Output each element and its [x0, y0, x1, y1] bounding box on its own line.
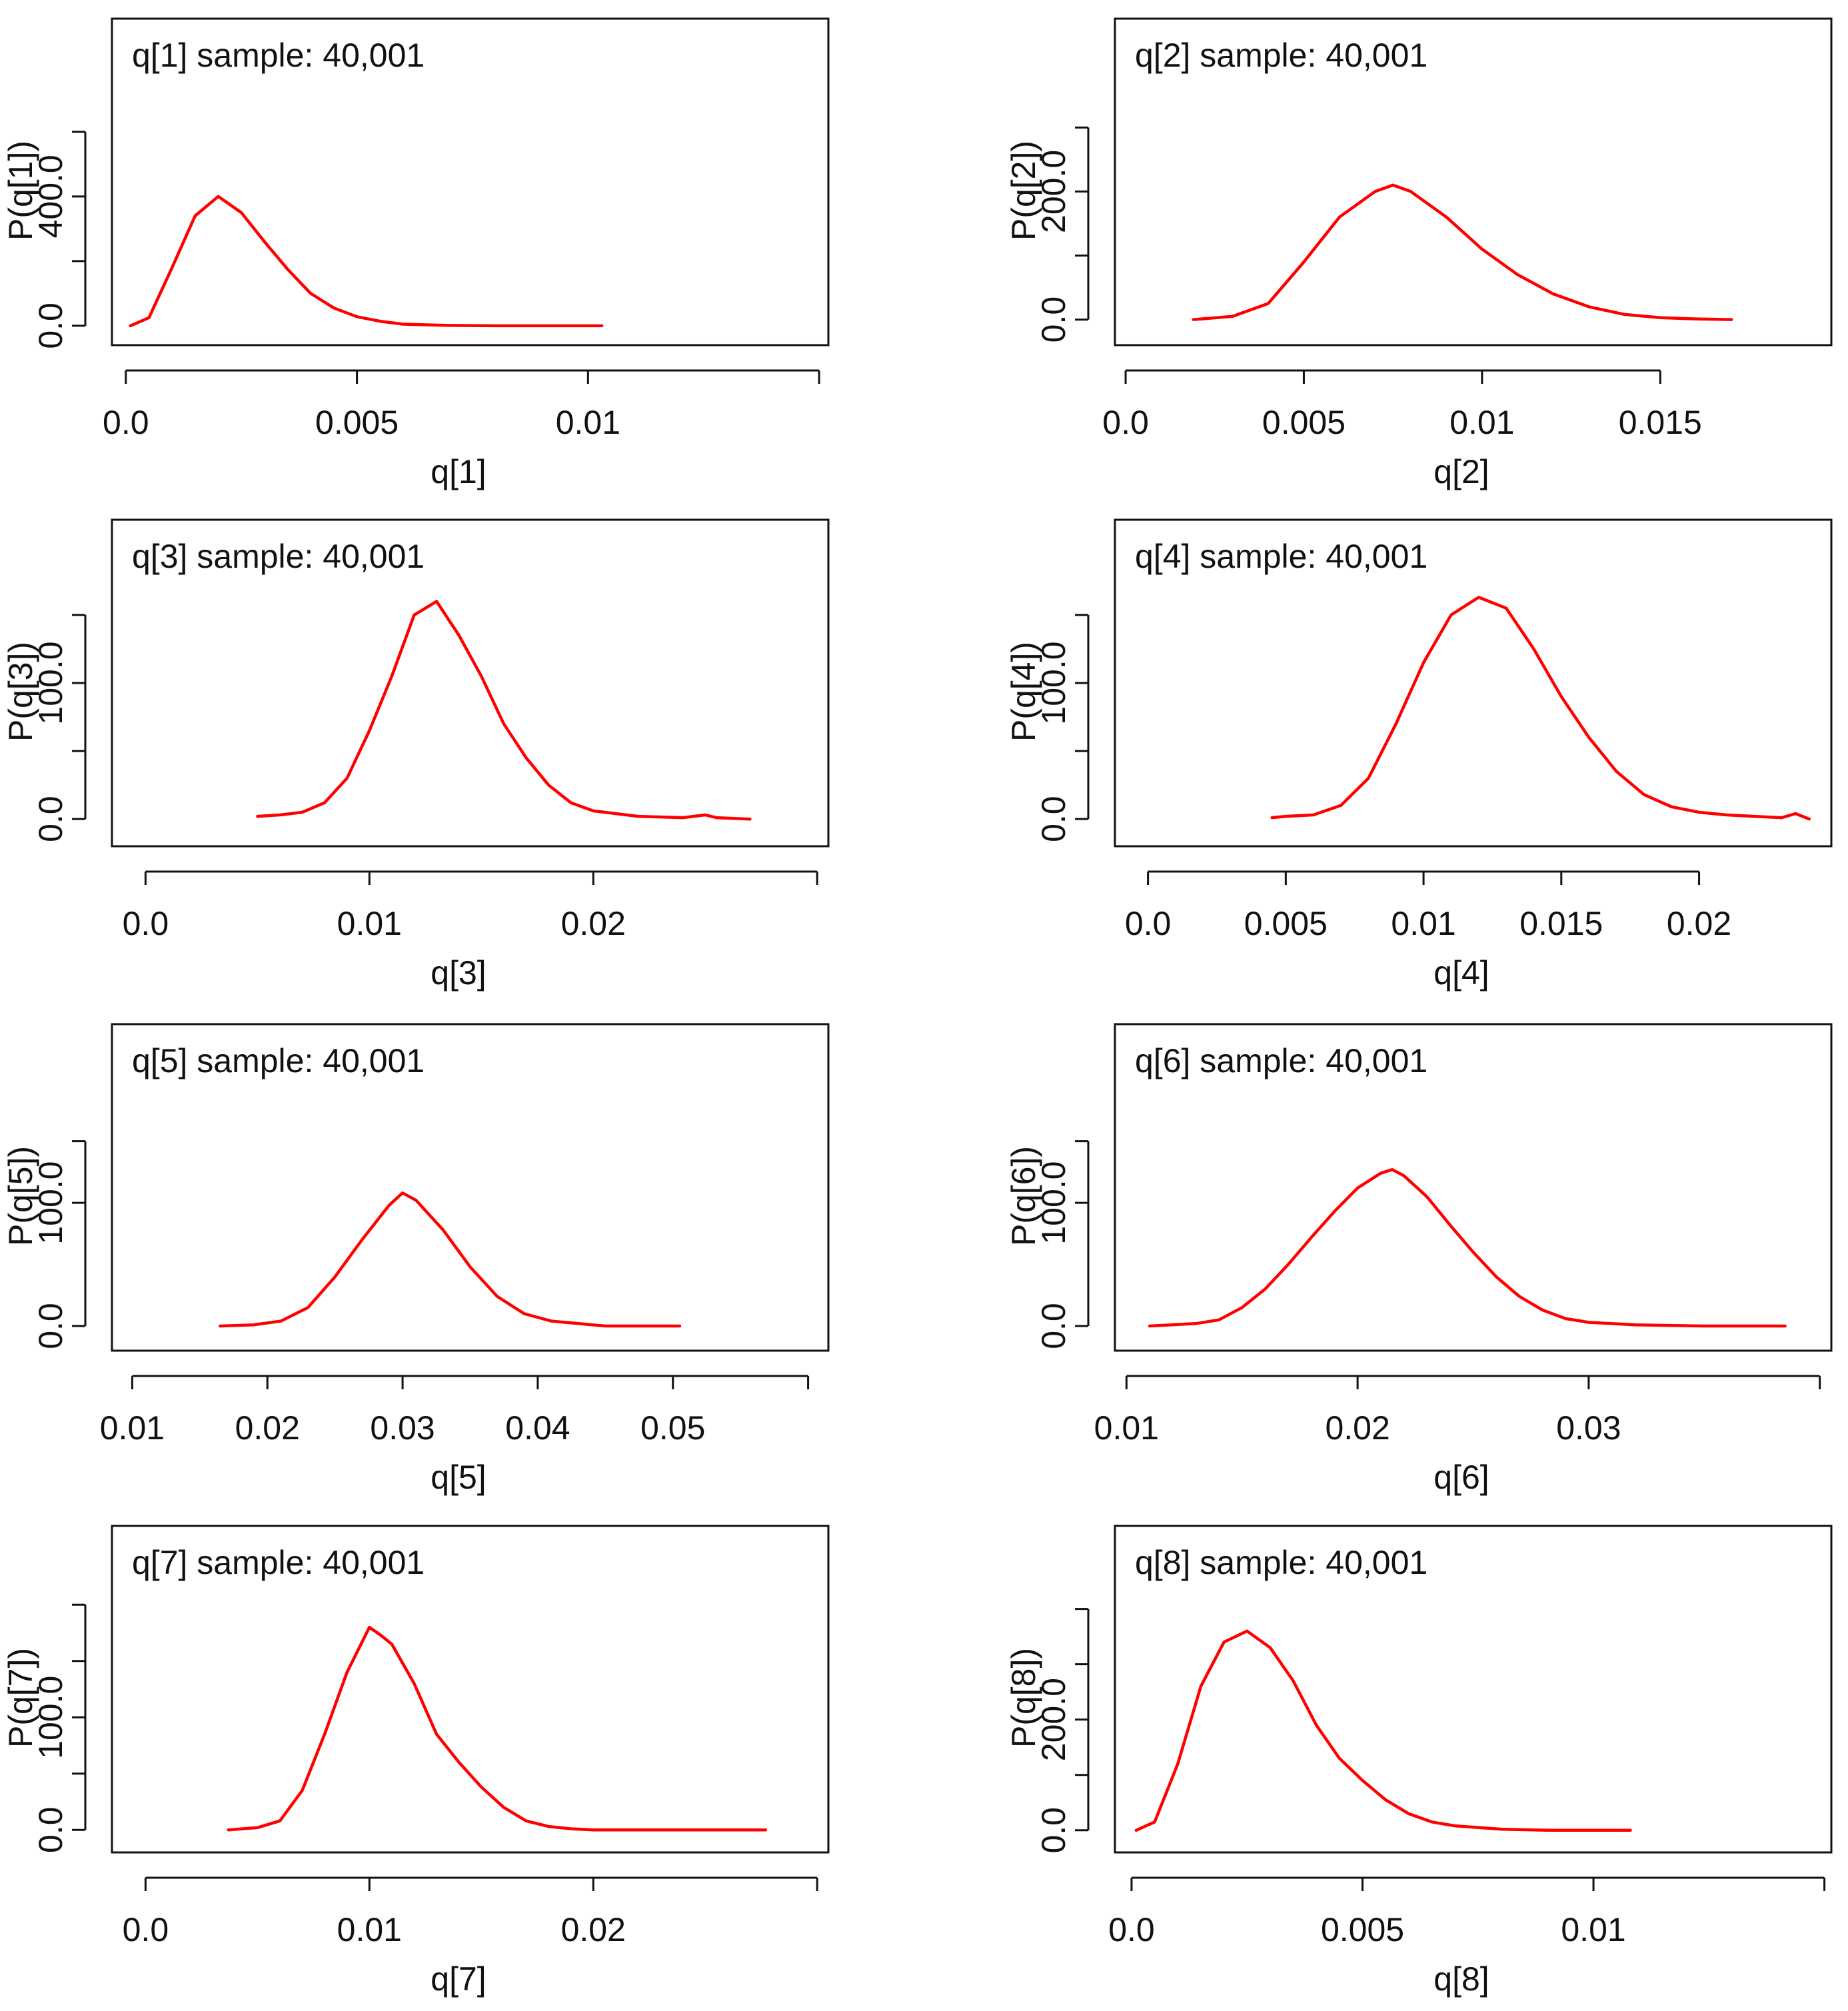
x-tick-label: 0.04 — [505, 1409, 570, 1447]
x-axis-title: q[3] — [431, 954, 486, 992]
y-tick-label: 0.0 — [1035, 1807, 1072, 1854]
y-tick-label: 100.0 — [1035, 641, 1072, 724]
density-curve-7 — [227, 1625, 768, 1832]
x-tick-label: 0.0 — [123, 1911, 169, 1948]
y-tick-label: 100.0 — [32, 1676, 69, 1759]
density-panel-1: q[1] sample: 40,001 0.0 0.005 0.01 q[1] 0.0 40… — [2, 17, 830, 490]
panel-title: q[4] sample: 40,001 — [1135, 538, 1427, 575]
plot-frame — [1114, 1023, 1833, 1352]
x-tick-label: 0.01 — [337, 1911, 402, 1948]
x-tick-label: 0.01 — [1094, 1409, 1159, 1447]
density-curve-2 — [1192, 183, 1733, 321]
density-curve-1 — [129, 195, 604, 328]
panel-title: q[7] sample: 40,001 — [132, 1544, 425, 1581]
x-tick-label: 0.01 — [1449, 404, 1514, 441]
y-tick-label: 400.0 — [32, 155, 69, 238]
x-tick-label: 0.0 — [1125, 905, 1172, 942]
panel-title: q[6] sample: 40,001 — [1135, 1042, 1427, 1079]
y-tick-label: 0.0 — [32, 796, 69, 842]
x-axis-title: q[1] — [431, 453, 486, 490]
x-tick-label: 0.005 — [315, 404, 399, 441]
plot-frame — [1114, 518, 1833, 848]
plot-frame — [1114, 1525, 1833, 1854]
density-curve-6 — [1148, 1167, 1787, 1328]
x-axis-title: q[4] — [1433, 954, 1489, 992]
x-tick-label: 0.02 — [1667, 905, 1731, 942]
x-tick-label: 0.02 — [1325, 1409, 1389, 1447]
panel-title: q[5] sample: 40,001 — [132, 1042, 425, 1079]
y-tick-label: 200.0 — [1035, 1678, 1072, 1761]
y-tick-label: 0.0 — [32, 1303, 69, 1349]
y-axis-title: P(q[3]) — [2, 642, 39, 742]
x-tick-label: 0.02 — [561, 905, 626, 942]
x-tick-label: 0.0 — [1102, 404, 1149, 441]
density-panel-4: q[4] sample: 40,001 0.0 0.005 0.01 0.015 0.02… — [1005, 518, 1833, 992]
y-axis-title: P(q[2]) — [1005, 141, 1042, 241]
x-axis-title: q[6] — [1433, 1459, 1489, 1496]
density-panel-6: q[6] sample: 40,001 0.01 0.02 0.03 q[6] 0.0 10… — [1005, 1023, 1833, 1496]
x-tick-label: 0.005 — [1244, 905, 1328, 942]
x-axis-title: q[5] — [431, 1459, 486, 1496]
x-tick-label: 0.0 — [103, 404, 149, 441]
x-tick-label: 0.02 — [235, 1409, 300, 1447]
density-panel-3: q[3] sample: 40,001 0.0 0.01 0.02 q[3] 0.0 100… — [2, 518, 830, 992]
x-axis-title: q[8] — [1433, 1960, 1489, 1998]
y-axis-title: P(q[1]) — [2, 141, 39, 241]
y-tick-label: 0.0 — [32, 1806, 69, 1853]
density-panel-2: q[2] sample: 40,001 0.0 0.005 0.01 0.015 q[2]… — [1005, 17, 1833, 490]
density-curve-3 — [256, 600, 752, 821]
y-axis-title: P(q[6]) — [1005, 1146, 1042, 1246]
x-tick-label: 0.01 — [1391, 905, 1455, 942]
x-tick-label: 0.015 — [1519, 905, 1603, 942]
y-axis-title: P(q[4]) — [1005, 642, 1042, 742]
density-curve-5 — [219, 1191, 682, 1328]
y-tick-label: 200.0 — [1035, 150, 1072, 233]
x-tick-label: 0.01 — [1561, 1911, 1625, 1948]
panel-title: q[8] sample: 40,001 — [1135, 1544, 1427, 1581]
density-panel-5: q[5] sample: 40,001 0.01 0.02 0.03 0.04 0.05 q… — [2, 1023, 830, 1496]
x-tick-label: 0.03 — [1556, 1409, 1621, 1447]
y-tick-label: 0.0 — [1035, 297, 1072, 343]
x-tick-label: 0.03 — [370, 1409, 435, 1447]
x-tick-label: 0.02 — [561, 1911, 626, 1948]
y-tick-label: 100.0 — [1035, 1161, 1072, 1245]
y-axis-title: P(q[7]) — [2, 1648, 39, 1748]
x-tick-label: 0.01 — [556, 404, 620, 441]
x-axis-title: q[2] — [1433, 453, 1489, 490]
x-tick-label: 0.0 — [123, 905, 169, 942]
x-axis-title: q[7] — [431, 1960, 486, 1998]
panel-title: q[1] sample: 40,001 — [132, 37, 425, 74]
x-tick-label: 0.01 — [100, 1409, 165, 1447]
x-tick-label: 0.0 — [1108, 1911, 1155, 1948]
x-tick-label: 0.005 — [1262, 404, 1346, 441]
x-tick-label: 0.05 — [640, 1409, 705, 1447]
y-tick-label: 0.0 — [1035, 1303, 1072, 1349]
y-axis-title: P(q[8]) — [1005, 1648, 1042, 1748]
plot-frame — [111, 17, 830, 346]
panel-title: q[2] sample: 40,001 — [1135, 37, 1427, 74]
y-tick-label: 100.0 — [32, 641, 69, 724]
y-axis-title: P(q[5]) — [2, 1146, 39, 1246]
x-tick-label: 0.015 — [1619, 404, 1702, 441]
x-tick-label: 0.01 — [337, 905, 402, 942]
panel-title: q[3] sample: 40,001 — [132, 538, 425, 575]
density-curve-4 — [1270, 596, 1811, 821]
density-panel-7: q[7] sample: 40,001 0.0 0.01 0.02 q[7] 0.0 100… — [2, 1525, 830, 1998]
y-tick-label: 0.0 — [1035, 796, 1072, 842]
plot-frame — [111, 518, 830, 848]
y-tick-label: 0.0 — [32, 303, 69, 349]
y-tick-label: 100.0 — [32, 1161, 69, 1245]
density-panel-8: q[8] sample: 40,001 0.0 0.005 0.01 q[8] 0.0 20… — [1005, 1525, 1833, 1998]
density-curve-8 — [1134, 1629, 1632, 1832]
plot-frame — [1114, 17, 1833, 346]
x-tick-label: 0.005 — [1321, 1911, 1404, 1948]
plot-frame — [111, 1525, 830, 1854]
plot-frame — [111, 1023, 830, 1352]
